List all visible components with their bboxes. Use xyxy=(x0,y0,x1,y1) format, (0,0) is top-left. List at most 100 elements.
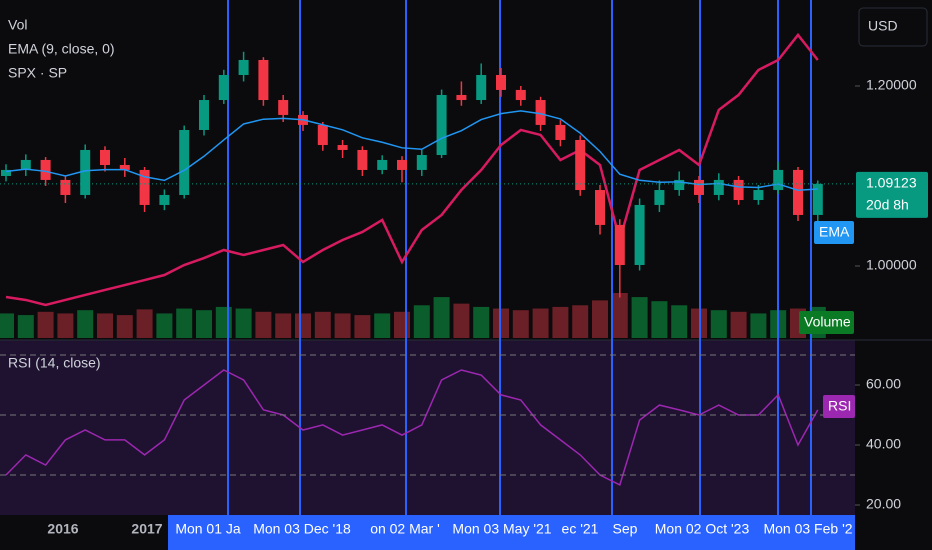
volume-bar xyxy=(275,313,292,338)
candle-body xyxy=(377,159,388,170)
y-tick-label: 1.00000 xyxy=(866,257,917,273)
candle-body xyxy=(199,100,209,130)
candle-body xyxy=(436,94,447,156)
rsi-line xyxy=(5,369,819,486)
last-price: 1.09123 xyxy=(866,175,917,191)
volume-bar xyxy=(433,297,450,338)
volume-bar xyxy=(592,300,608,338)
candle-body xyxy=(179,129,190,195)
volume-bar xyxy=(671,305,688,338)
volume-bar xyxy=(0,313,14,338)
rsi-y-tick-label: 20.00 xyxy=(866,496,901,512)
volume-bar xyxy=(572,305,589,338)
candle-body xyxy=(218,74,229,101)
candle-body xyxy=(476,74,487,101)
candle-body xyxy=(238,59,249,75)
legend-entry: EMA (9, close, 0) xyxy=(8,41,115,57)
volume-bar xyxy=(750,313,767,338)
countdown: 20d 8h xyxy=(866,197,909,213)
candle-body xyxy=(753,190,764,201)
candle-body xyxy=(139,169,150,205)
volume-bar xyxy=(314,311,331,338)
x-tick-label: Mon 01 Ja xyxy=(175,521,241,537)
x-tick-label: Mon 03 Feb '2 xyxy=(763,521,852,537)
candle-body xyxy=(793,169,803,215)
candle-body xyxy=(20,159,31,170)
volume-bar xyxy=(552,306,569,338)
candle-body xyxy=(456,94,467,101)
spx-line xyxy=(5,32,819,307)
candle-body xyxy=(515,89,526,101)
time-highlight xyxy=(168,515,855,550)
volume-bar xyxy=(453,303,470,338)
currency[interactable]: USD xyxy=(868,18,898,34)
candle-body xyxy=(654,190,665,205)
candle-body xyxy=(773,169,784,191)
x-tick-label: ec '21 xyxy=(562,521,599,537)
x-tick-label: 2017 xyxy=(131,521,162,537)
volume-bar xyxy=(196,310,212,338)
volume-bar xyxy=(255,311,272,338)
volume-bar xyxy=(334,313,351,338)
last-price-box xyxy=(856,171,928,218)
ema-badge xyxy=(814,221,854,244)
candle-body xyxy=(278,100,289,115)
x-tick-label: Mon 03 Dec '18 xyxy=(253,521,351,537)
y-tick-label: 1.20000 xyxy=(866,77,917,93)
volume-bar xyxy=(176,308,193,338)
currency-box[interactable] xyxy=(858,7,928,47)
rsi-panel xyxy=(0,340,855,515)
volume-bar xyxy=(156,313,173,338)
candle-body xyxy=(713,179,724,195)
volume-bar xyxy=(631,297,648,338)
volume-badge xyxy=(799,311,854,334)
volume-bar xyxy=(413,305,430,338)
volume-badge-label: Volume xyxy=(804,314,851,330)
x-tick-label: Mon 03 May '21 xyxy=(452,521,551,537)
rsi-badge xyxy=(823,395,855,418)
candle-body xyxy=(60,179,71,195)
candle-body xyxy=(357,149,368,170)
candle-body xyxy=(674,179,685,191)
candle-body xyxy=(337,145,348,150)
candle-body xyxy=(317,124,328,146)
volume-bar xyxy=(17,315,34,338)
volume-bar xyxy=(374,313,391,338)
candle-body xyxy=(258,59,269,101)
candle-body xyxy=(614,224,625,266)
time-labels: Mon 01 Ja Mon 03 Dec '18 on 02 Mar ' Mon 03… xyxy=(175,521,852,537)
volume-bar xyxy=(235,308,252,338)
rsi-y-tick-label: 40.00 xyxy=(866,436,901,452)
ema-badge-label: EMA xyxy=(819,224,850,240)
legend-entry: Vol xyxy=(8,17,27,33)
rsi-badge-label: RSI xyxy=(828,398,851,414)
volume-bar xyxy=(611,293,628,338)
candle-body xyxy=(416,155,427,170)
rsi-title: RSI (14, close) xyxy=(8,355,101,371)
volume-bar xyxy=(97,313,113,338)
legend-entry: SPX · SP xyxy=(8,65,67,81)
rsi-y-tick-label: 60.00 xyxy=(866,376,901,392)
volume-bar xyxy=(57,313,74,338)
candle-body xyxy=(595,190,605,225)
volume-bar xyxy=(295,313,311,338)
candle-body xyxy=(634,204,645,266)
x-tick-label: 2016 xyxy=(47,521,78,537)
volume-bar xyxy=(473,306,490,338)
volume-bar xyxy=(136,309,153,338)
candle-body xyxy=(555,124,566,140)
candle-body xyxy=(575,139,586,191)
candle-body xyxy=(80,149,91,195)
volume-bar xyxy=(215,306,232,338)
candle-body xyxy=(694,179,704,195)
candle-body xyxy=(397,159,407,170)
candle-body xyxy=(100,149,110,166)
candle-body xyxy=(40,159,51,180)
candle-body xyxy=(733,179,744,201)
volume-bar xyxy=(394,311,410,338)
candle-body xyxy=(812,183,823,215)
volume-bar xyxy=(512,310,529,338)
volume-bar xyxy=(116,315,133,338)
candle-body xyxy=(119,165,130,170)
